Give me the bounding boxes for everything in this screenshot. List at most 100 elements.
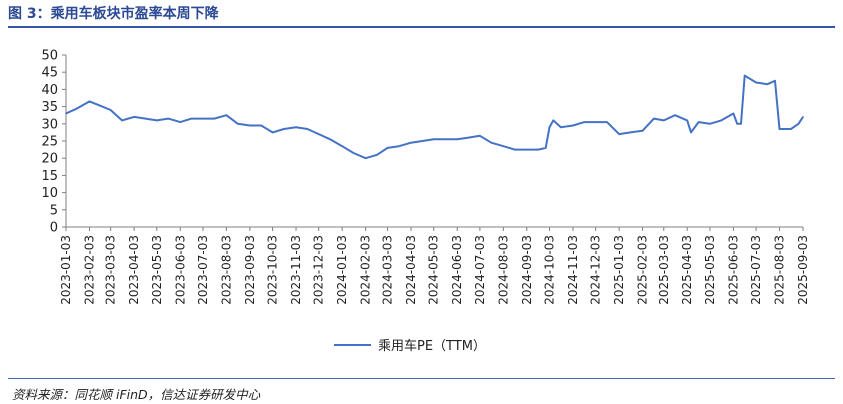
- x-tick-label: 2023-02-03: [82, 235, 96, 305]
- data-point: [88, 100, 91, 103]
- data-point: [526, 148, 528, 151]
- x-tick-label: 2024-09-03: [520, 235, 534, 305]
- data-point: [513, 148, 516, 151]
- data-point: [490, 141, 493, 144]
- y-tick-label: 40: [41, 83, 58, 98]
- x-tick-label: 2025-09-03: [796, 235, 810, 305]
- data-point: [421, 140, 424, 142]
- y-tick-label: 20: [41, 152, 58, 167]
- y-tick-label: 45: [41, 66, 58, 81]
- data-point: [295, 126, 297, 128]
- x-axis: 2023-01-03 2023-02-03 2023-03-03 2023-04-03…: [59, 226, 810, 305]
- data-point: [720, 119, 723, 122]
- data-point: [548, 126, 551, 128]
- data-point: [376, 154, 378, 156]
- data-point: [629, 131, 632, 134]
- figure-title-bar: 图 3：乘用车板块市盈率本周下降: [8, 0, 835, 28]
- x-tick-label: 2024-03-03: [381, 235, 395, 305]
- x-tick-label: 2025-02-03: [636, 235, 650, 305]
- series-line-pe-ttm: [65, 74, 804, 160]
- x-tick-label: 2025-07-03: [749, 235, 763, 305]
- y-tick-label: 0: [50, 221, 58, 236]
- data-point: [432, 138, 435, 141]
- x-tick-label: 2023-10-03: [266, 235, 280, 305]
- x-tick-label: 2024-02-03: [359, 235, 373, 305]
- data-point: [352, 152, 355, 154]
- data-point: [179, 121, 182, 123]
- data-point: [641, 129, 644, 132]
- data-point: [674, 114, 676, 116]
- data-point: [202, 117, 204, 120]
- data-point: [306, 128, 309, 130]
- x-tick-label: 2023-09-03: [243, 235, 257, 305]
- data-point: [583, 121, 586, 123]
- legend-label: 乘用车PE（TTM）: [378, 338, 486, 354]
- y-tick-label: 5: [50, 203, 58, 218]
- data-point: [65, 112, 67, 115]
- figure-title: 图 3：乘用车板块市盈率本周下降: [8, 6, 219, 22]
- y-tick-label: 10: [41, 186, 58, 201]
- data-point: [802, 116, 804, 118]
- data-point: [653, 117, 655, 120]
- x-tick-label: 2023-08-03: [219, 235, 233, 305]
- x-tick-label: 2025-04-03: [680, 235, 694, 305]
- data-point: [766, 83, 769, 85]
- data-point: [736, 123, 738, 125]
- x-tick-label: 2025-08-03: [773, 235, 787, 305]
- x-tick-label: 2023-03-03: [104, 235, 118, 305]
- data-point: [479, 135, 481, 137]
- data-point: [341, 145, 344, 147]
- data-point: [271, 131, 274, 134]
- data-point: [260, 124, 263, 127]
- x-tick-label: 2023-07-03: [196, 235, 210, 305]
- data-point: [329, 138, 331, 141]
- data-point: [283, 128, 285, 130]
- data-point: [709, 123, 711, 125]
- legend: 乘用车PE（TTM）: [334, 338, 486, 354]
- x-tick-label: 2023-11-03: [289, 235, 303, 305]
- data-point: [237, 123, 239, 125]
- data-point: [502, 145, 505, 147]
- data-point: [686, 119, 688, 122]
- data-point: [778, 128, 781, 130]
- data-point: [544, 147, 547, 149]
- x-tick-label: 2024-07-03: [473, 235, 487, 305]
- chart: 0 5 10 15 20 25 30 35 40 45 50 2023-01-03 2023-02-0…: [41, 49, 810, 355]
- data-point: [606, 121, 608, 123]
- x-tick-label: 2025-05-03: [703, 235, 717, 305]
- data-point: [121, 119, 123, 122]
- data-point: [594, 121, 597, 123]
- data-point: [109, 109, 112, 111]
- data-point: [190, 117, 193, 120]
- data-point: [552, 119, 555, 122]
- data-point: [100, 105, 102, 107]
- data-point: [697, 121, 700, 123]
- data-point: [797, 123, 800, 125]
- y-tick-label: 50: [41, 49, 58, 64]
- data-point: [790, 128, 792, 130]
- data-point: [156, 119, 158, 122]
- data-point: [743, 74, 746, 77]
- x-tick-label: 2024-05-03: [427, 235, 441, 305]
- x-tick-label: 2023-05-03: [150, 235, 164, 305]
- data-point: [76, 107, 79, 110]
- data-point: [618, 133, 620, 135]
- data-point: [755, 81, 757, 84]
- data-point: [444, 138, 446, 141]
- series-layer: [65, 74, 804, 160]
- x-tick-label: 2024-01-03: [335, 235, 349, 305]
- data-point: [398, 145, 400, 147]
- data-point: [317, 133, 320, 135]
- x-tick-label: 2024-11-03: [566, 235, 580, 305]
- x-tick-label: 2023-12-03: [312, 235, 326, 305]
- data-point: [467, 136, 470, 139]
- y-tick-label: 35: [41, 100, 58, 115]
- x-tick-label: 2025-01-03: [612, 235, 626, 305]
- data-point: [663, 119, 665, 122]
- data-point: [249, 124, 251, 127]
- data-point: [225, 114, 228, 116]
- y-tick-label: 30: [41, 117, 58, 132]
- data-point: [690, 131, 692, 134]
- data-point: [537, 148, 539, 151]
- data-point: [386, 147, 389, 149]
